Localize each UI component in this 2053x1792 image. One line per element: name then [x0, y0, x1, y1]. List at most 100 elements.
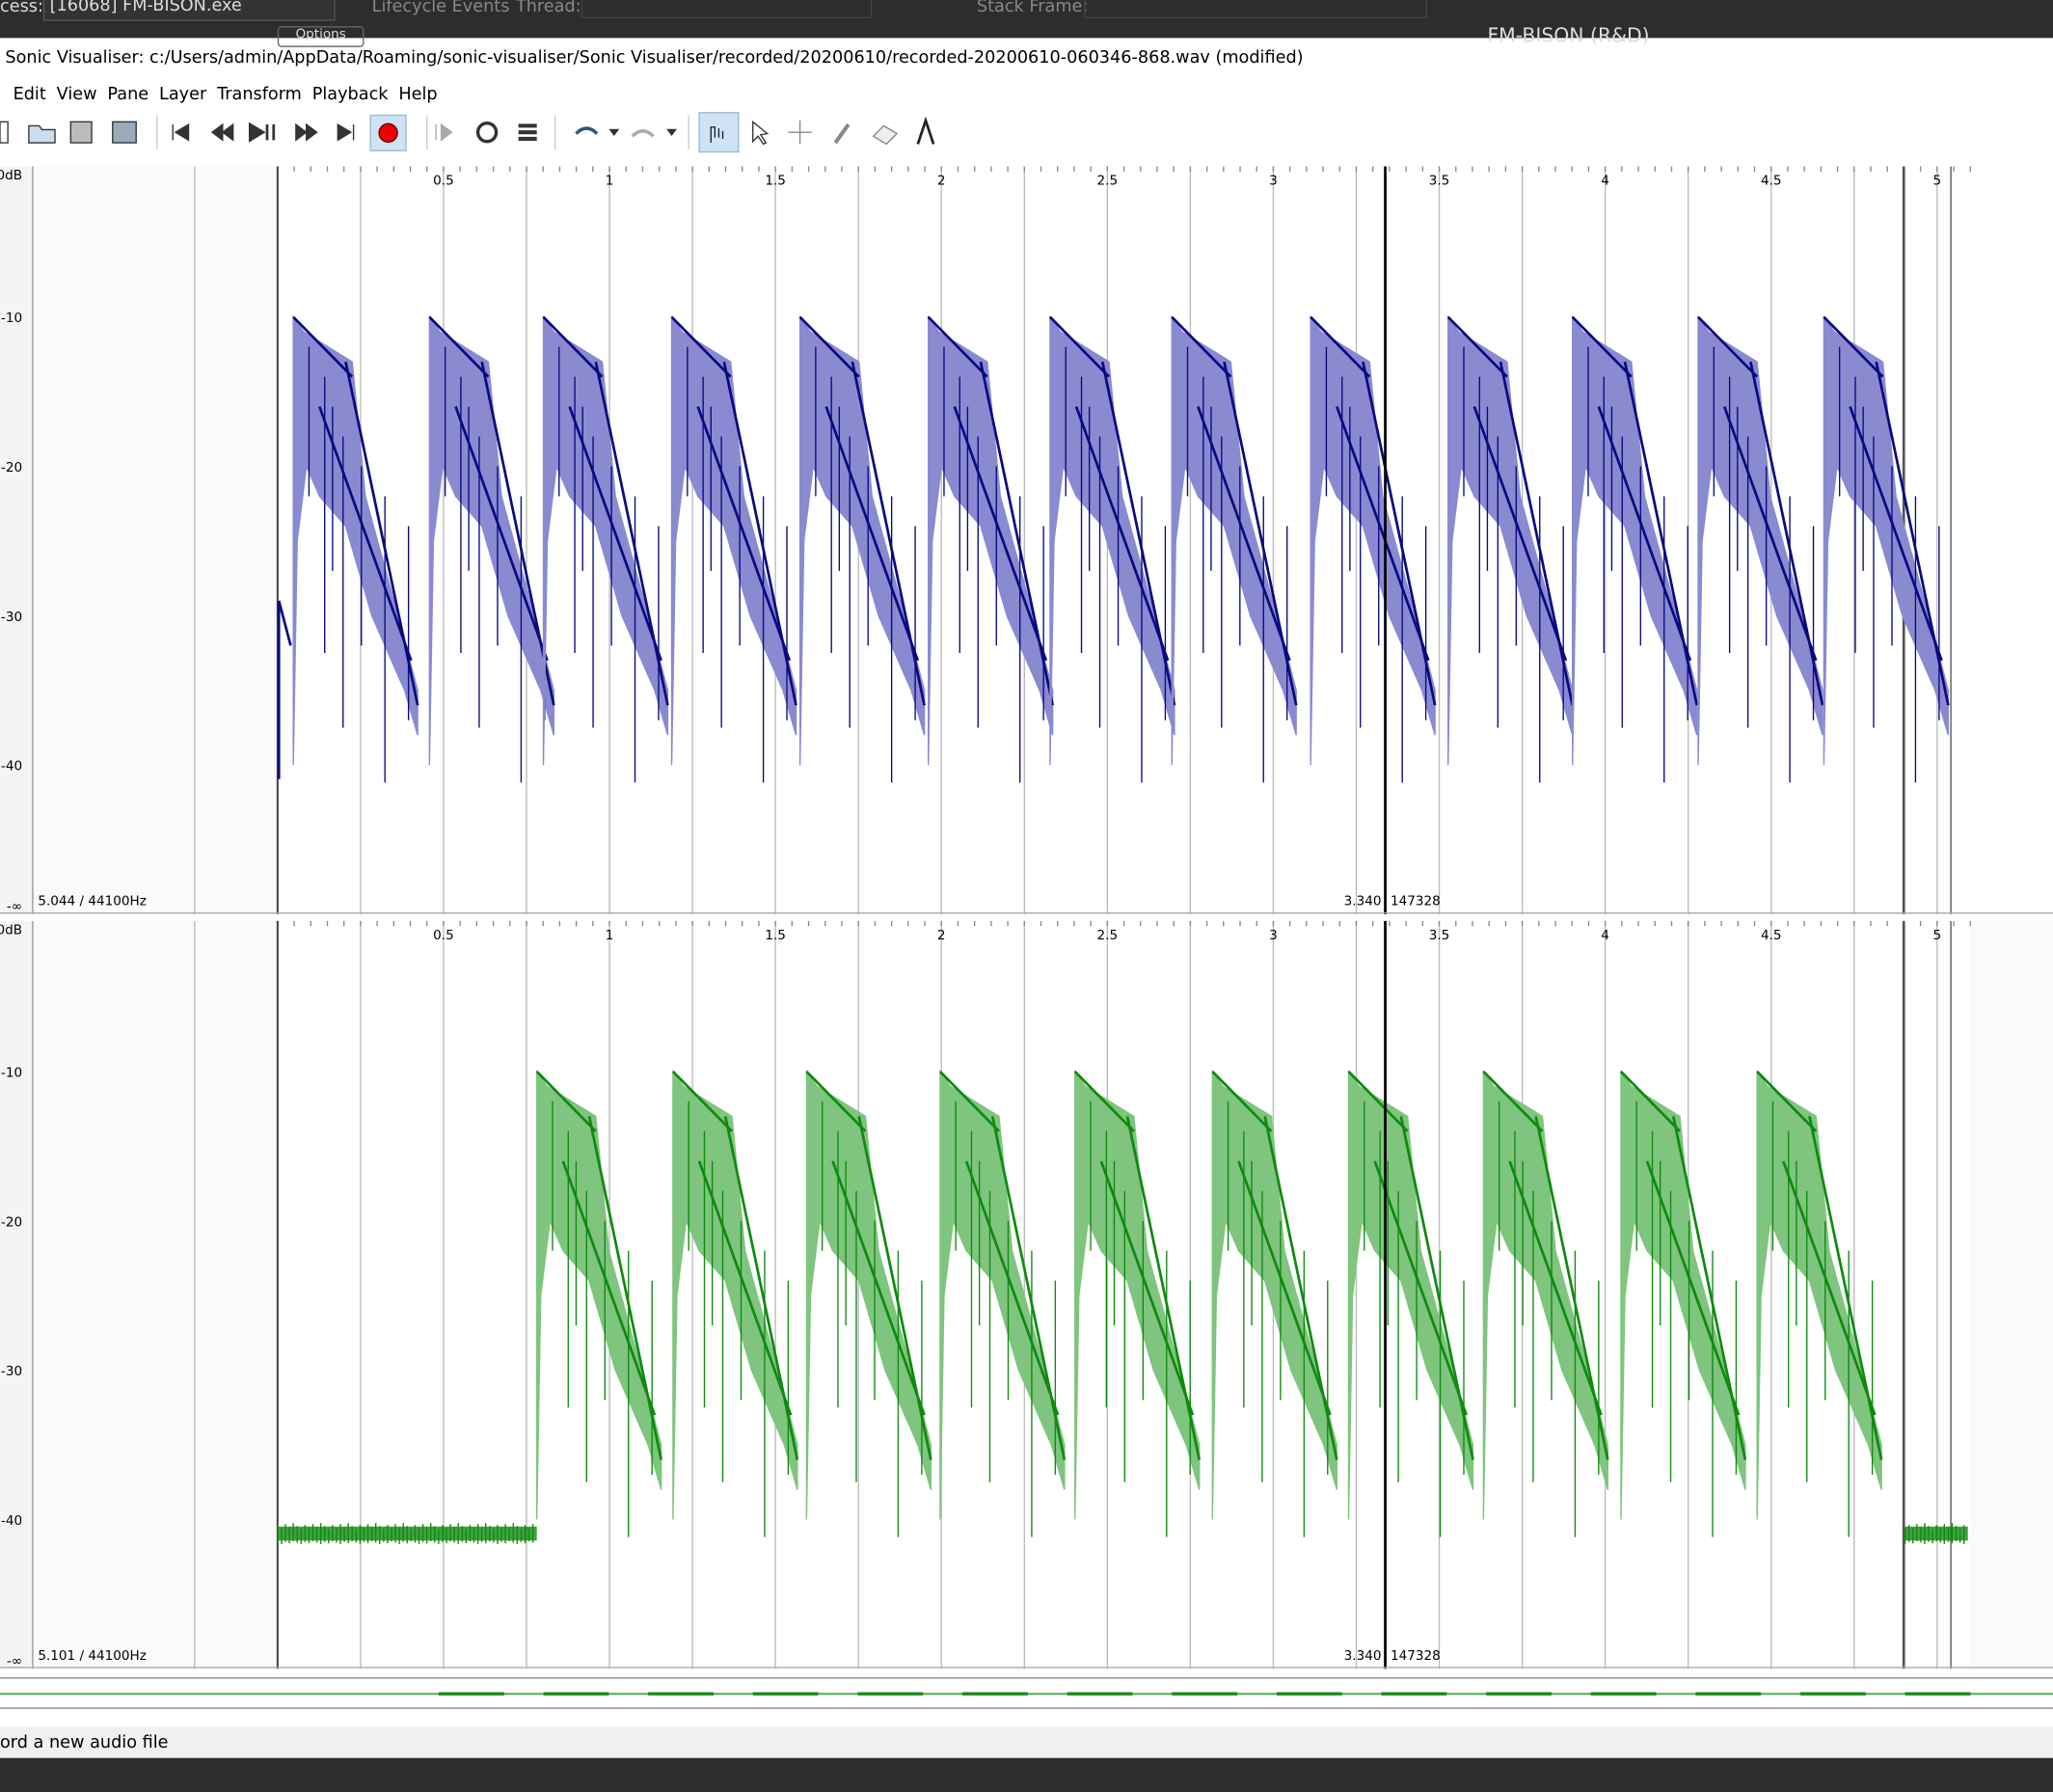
pane-bg	[0, 920, 2053, 1670]
menu-item[interactable]: View	[56, 85, 97, 105]
draw-tool[interactable]	[833, 122, 851, 145]
time-label: 1	[606, 928, 614, 943]
waveform-core	[1619, 1071, 1747, 1460]
cursor-frame: 147328	[1391, 894, 1441, 910]
waveform-core	[292, 315, 419, 706]
process-label: cess:	[0, 0, 43, 17]
lifecycle[interactable]: Lifecycle Events	[371, 0, 510, 17]
pre-roll	[32, 166, 278, 915]
time-label: 3	[1269, 928, 1278, 943]
menu-item[interactable]: Transform	[217, 85, 302, 105]
pane-bg	[0, 166, 2053, 915]
redo[interactable]	[631, 129, 655, 138]
time-label: 2.5	[1097, 928, 1119, 943]
waveform-core	[1756, 1071, 1883, 1460]
waveform-core	[798, 315, 926, 706]
time-label: 4.5	[1761, 174, 1782, 189]
waveform-core	[1211, 1071, 1338, 1460]
process-select[interactable]: [16068] FM-BISON.exe	[42, 0, 336, 21]
navigate-icon	[710, 126, 724, 144]
waveform-core	[805, 1071, 932, 1460]
waveform-pane[interactable]: 0.5 1 1.5 2 2.5 3 3.5 4 4.5 5 0dB -10 -20 -30 -40 -∞ 5.1…	[0, 920, 2053, 1670]
new-icon[interactable]	[0, 121, 9, 144]
overview[interactable]	[0, 1673, 2053, 1714]
solo[interactable]	[518, 123, 537, 142]
select-tool[interactable]	[752, 120, 770, 146]
cursor-time: 3.340	[1344, 894, 1382, 910]
rewind-start[interactable]	[172, 122, 190, 142]
move-tool[interactable]	[788, 120, 812, 145]
waveform-core	[670, 315, 797, 706]
db-label: -∞	[7, 899, 22, 914]
waveform-core	[1310, 315, 1437, 706]
waveform-core	[927, 315, 1054, 706]
db-label: -∞	[7, 1653, 22, 1669]
options-button[interactable]: Options	[277, 26, 365, 47]
fast-forward[interactable]	[295, 122, 318, 142]
post-roll	[1970, 920, 2053, 1670]
redo-menu[interactable]	[666, 128, 677, 137]
waveform-core	[1482, 1071, 1609, 1460]
waveform-core	[938, 1071, 1067, 1460]
process: [16068] FM-BISON.exe	[49, 0, 242, 16]
menu-bar: Edit View Pane Layer Transform Playback Help	[14, 85, 448, 104]
menu-item[interactable]: Edit	[13, 85, 46, 105]
loop[interactable]	[475, 121, 499, 144]
menu-item[interactable]: Help	[398, 85, 438, 105]
app-title: FM-BISON (R&D)	[1487, 23, 1650, 47]
time-label: 1.5	[765, 174, 786, 189]
cursor-time: 3.340	[1344, 1648, 1382, 1664]
thread-select[interactable]	[581, 0, 873, 19]
time-label: 4.5	[1761, 928, 1782, 943]
waveform-core	[1347, 1071, 1474, 1460]
rewind[interactable]	[210, 122, 234, 142]
stack-frame-select[interactable]	[1084, 0, 1427, 19]
measure-tool[interactable]	[916, 116, 935, 145]
db-label: -30	[1, 610, 22, 625]
db-label: -40	[1, 1513, 22, 1529]
forward-end[interactable]	[337, 122, 355, 142]
db-label: -10	[1, 311, 22, 326]
waveform-core	[1171, 315, 1298, 706]
waveform-pane[interactable]: 0.5 1 1.5 2 2.5 3 3.5 4 4.5 5 0dB -10 -20 -30 -40 -∞ 5.0…	[0, 166, 2053, 915]
time-label: 4	[1601, 928, 1609, 943]
db-label: -20	[1, 1214, 22, 1230]
waveform-core	[1048, 315, 1176, 706]
status-bar: ord a new audio file	[0, 1726, 2053, 1758]
waveform-core	[1823, 315, 1950, 706]
open-icon[interactable]	[28, 124, 56, 144]
time-label: 1.5	[765, 928, 786, 943]
waveform-core	[535, 1071, 663, 1460]
options: Options	[295, 27, 346, 42]
db-label: -30	[1, 1364, 22, 1379]
time-label: 2.5	[1097, 174, 1119, 189]
stack-frame-label: Stack Frame:	[976, 0, 1089, 17]
waveform-core	[671, 1071, 799, 1460]
db-label: -20	[1, 460, 22, 475]
play-selection[interactable]	[435, 122, 453, 142]
waveform-core	[1446, 315, 1575, 706]
erase-tool[interactable]	[872, 124, 899, 146]
menu-item[interactable]: Pane	[107, 85, 149, 105]
undo-menu[interactable]	[608, 128, 620, 137]
play-pause[interactable]	[248, 122, 276, 143]
undo[interactable]	[575, 126, 599, 135]
save-icon[interactable]	[69, 121, 93, 144]
db-label: 0dB	[0, 168, 22, 183]
menu-item[interactable]: Layer	[158, 85, 207, 105]
time-label: 2	[937, 928, 946, 943]
waveform-core	[1073, 1071, 1202, 1460]
waveform-core	[1697, 315, 1824, 706]
waveform-core	[277, 600, 292, 779]
time-label: 4	[1601, 174, 1609, 189]
save-as-icon[interactable]	[112, 121, 137, 144]
scale-bg	[0, 166, 33, 915]
top-bar: cess: [16068] FM-BISON.exe Lifecycle Eve…	[0, 0, 2053, 47]
pre-roll	[32, 920, 278, 1670]
time-label: 5	[1933, 928, 1942, 943]
scale-bg	[0, 920, 33, 1670]
menu-item[interactable]: Playback	[311, 85, 389, 105]
thread-label: Thread:	[515, 0, 581, 17]
cursor-frame: 147328	[1391, 1648, 1441, 1664]
